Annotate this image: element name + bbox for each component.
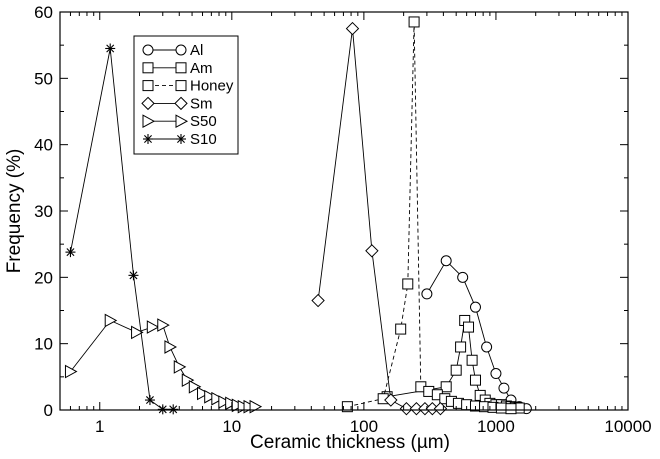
data-point-s50 — [218, 395, 231, 409]
data-point-s50 — [173, 360, 187, 374]
data-point-am — [469, 374, 481, 386]
legend-label: S50 — [190, 113, 217, 130]
data-point-s50 — [104, 313, 118, 328]
y-tick-label: 0 — [44, 401, 53, 420]
legend-marker — [142, 114, 156, 129]
data-point-sm — [433, 401, 448, 416]
data-point-sm — [345, 21, 360, 36]
data-point-sm — [311, 293, 325, 308]
legend-entry-am: Am — [142, 60, 213, 77]
data-point-s50 — [204, 389, 217, 404]
data-point-am — [463, 321, 475, 333]
data-point-s50 — [211, 391, 224, 406]
x-tick-label: 10000 — [604, 417, 651, 436]
legend-label: Honey — [190, 78, 234, 95]
series-line-s50 — [70, 319, 256, 408]
legend-label: Am — [190, 60, 213, 77]
series-s50 — [64, 313, 263, 414]
data-point-honey — [402, 278, 414, 290]
data-point-al — [440, 255, 452, 267]
y-tick-label: 40 — [34, 136, 53, 155]
data-point-am — [455, 341, 467, 353]
legend-box — [133, 35, 239, 155]
legend-marker — [142, 80, 154, 92]
y-tick-label: 20 — [34, 268, 53, 287]
legend-marker — [142, 44, 154, 56]
x-tick-label: 1000 — [477, 417, 515, 436]
data-point-honey — [408, 16, 420, 28]
legend-label: Al — [190, 42, 203, 59]
data-point-s10 — [105, 43, 116, 54]
data-point-s50 — [157, 318, 170, 332]
data-point-s50 — [164, 340, 177, 354]
legend-marker — [141, 96, 155, 111]
data-point-al — [469, 301, 481, 313]
x-tick-label: 10 — [222, 417, 241, 436]
legend-marker — [175, 44, 187, 56]
legend-entry-s10: S10 — [143, 131, 217, 148]
data-point-s50 — [225, 396, 238, 411]
legend-entry-sm: Sm — [141, 95, 213, 112]
data-point-s10 — [128, 270, 139, 281]
data-point-s50 — [197, 386, 210, 401]
series-line-am — [387, 319, 520, 409]
legend-entry-honey: Honey — [142, 78, 234, 95]
legend-entry-s50: S50 — [142, 113, 217, 130]
data-point-s50 — [64, 364, 78, 379]
data-point-s50 — [188, 379, 202, 394]
y-tick-label: 30 — [34, 202, 53, 221]
data-point-al — [498, 382, 510, 394]
data-point-s50 — [131, 325, 144, 340]
data-point-s10 — [168, 404, 179, 415]
data-point-s50 — [181, 373, 195, 387]
legend-entry-al: Al — [142, 42, 203, 59]
data-point-s50 — [146, 320, 160, 334]
data-point-al — [490, 368, 502, 380]
data-point-honey — [395, 323, 407, 335]
y-tick-label: 10 — [34, 335, 53, 354]
data-point-s10 — [144, 395, 155, 406]
data-point-sm — [384, 393, 398, 407]
legend-marker — [175, 62, 187, 74]
legend-marker — [176, 134, 186, 144]
data-point-s50 — [249, 399, 263, 414]
data-point-honey — [495, 402, 507, 414]
data-point-sm — [365, 244, 379, 258]
x-axis-title: Ceramic thickness (µm) — [250, 432, 450, 453]
data-point-am — [440, 381, 452, 393]
data-point-al — [481, 341, 493, 353]
legend-label: S10 — [190, 131, 217, 148]
series-line-sm — [317, 28, 441, 410]
y-axis-title: Frequency (%) — [4, 149, 25, 274]
data-point-sm — [399, 401, 414, 416]
legend-marker — [174, 96, 188, 111]
series-al — [421, 255, 532, 415]
x-tick-label: 100 — [350, 417, 378, 436]
legend-label: Sm — [190, 95, 213, 112]
legend-marker — [175, 114, 189, 129]
x-tick-label: 1 — [95, 417, 104, 436]
legend-marker — [143, 134, 153, 144]
data-point-s10 — [65, 247, 76, 258]
ticks-layer: 1 10 100 1000 10000 0 10 20 30 40 50 60 — [34, 3, 652, 436]
data-point-am — [450, 364, 462, 376]
data-point-al — [457, 271, 469, 283]
data-point-am — [466, 354, 478, 366]
data-point-honey — [505, 403, 517, 415]
legend-marker — [142, 62, 154, 74]
data-point-honey — [341, 401, 353, 413]
legend-marker — [175, 80, 187, 92]
series-sm — [311, 21, 448, 416]
y-tick-label: 60 — [34, 3, 53, 22]
data-point-al — [421, 288, 433, 300]
series-honey — [341, 16, 517, 415]
y-tick-label: 50 — [34, 69, 53, 88]
